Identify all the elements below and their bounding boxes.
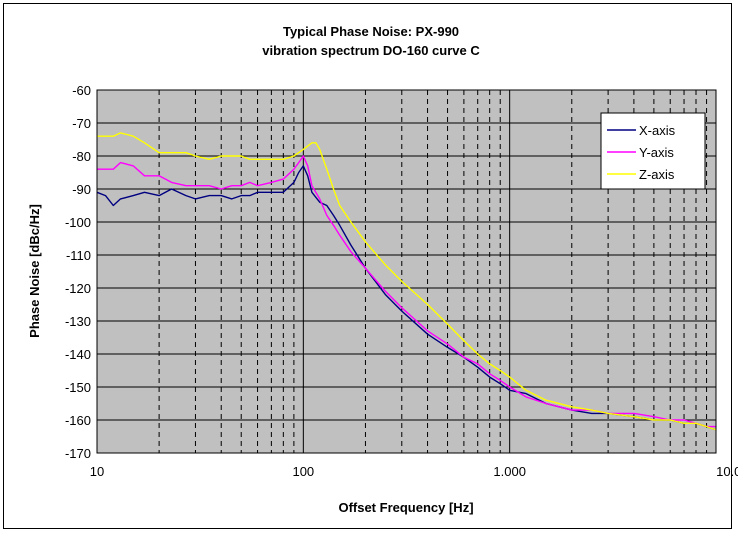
x-axis-title: Offset Frequency [Hz] xyxy=(338,500,473,515)
y-tick-label: -80 xyxy=(72,149,91,164)
y-tick-label: -130 xyxy=(65,314,91,329)
x-tick-label: 1.000 xyxy=(493,464,526,479)
x-tick-label: 10 xyxy=(90,464,104,479)
plot-border xyxy=(96,89,717,454)
y-tick-label: -160 xyxy=(65,413,91,428)
legend-box xyxy=(600,112,706,190)
legend-label: X-axis xyxy=(639,123,676,138)
y-tick-label: -70 xyxy=(72,116,91,131)
y-axis-title: Phase Noise [dBc/Hz] xyxy=(27,204,42,338)
y-tick-label: -100 xyxy=(65,215,91,230)
x-tick-label: 100 xyxy=(292,464,314,479)
y-tick-label: -120 xyxy=(65,281,91,296)
y-tick-label: -140 xyxy=(65,347,91,362)
legend-label: Y-axis xyxy=(639,145,674,160)
y-tick-label: -110 xyxy=(66,248,91,263)
x-tick-label: 10.000 xyxy=(716,464,738,479)
y-tick-label: -150 xyxy=(65,380,91,395)
series-line-x-axis xyxy=(96,165,717,431)
series-line-z-axis xyxy=(97,132,717,431)
y-tick-labels: -60 -70 -80 -90 -100 -110 -120 -130 -140 -150 -160… xyxy=(65,83,91,461)
y-tick-label: -170 xyxy=(65,446,91,461)
y-tick-label: -60 xyxy=(72,83,91,98)
legend-label: Z-axis xyxy=(639,167,675,182)
chart-subtitle: vibration spectrum DO-160 curve C xyxy=(262,43,480,58)
legend: X-axis Y-axis Z-axis xyxy=(600,112,706,190)
y-tick-label: -90 xyxy=(72,182,91,197)
chart-title: Typical Phase Noise: PX-990 xyxy=(283,24,459,39)
series-lines xyxy=(96,132,717,431)
minor-gridlines xyxy=(158,90,708,453)
x-tick-labels: 10 100 1.000 10.000 xyxy=(90,464,738,479)
